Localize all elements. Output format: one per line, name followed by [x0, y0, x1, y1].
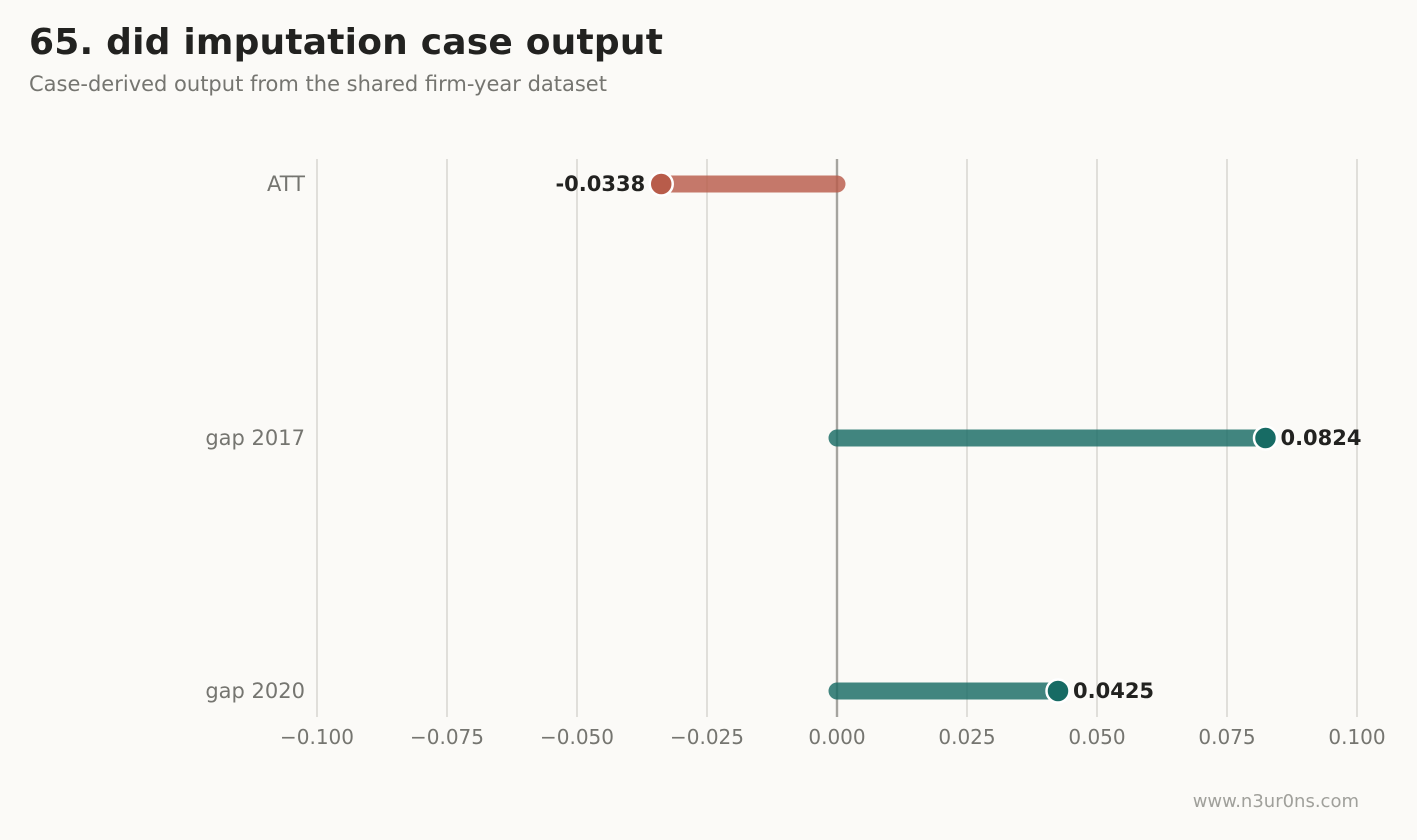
category-label: gap 2020 — [205, 679, 305, 703]
x-tick-label: 0.075 — [1198, 725, 1255, 749]
category-label: ATT — [267, 172, 305, 196]
value-label: 0.0425 — [1073, 679, 1154, 703]
bars — [648, 171, 1279, 704]
x-tick-label: −0.025 — [670, 725, 744, 749]
x-tick-label: 0.050 — [1068, 725, 1125, 749]
value-label: -0.0338 — [555, 172, 645, 196]
lollipop-dot — [648, 171, 674, 197]
lollipop-dot — [1045, 678, 1071, 704]
x-tick-label: 0.025 — [938, 725, 995, 749]
x-tick-label: −0.100 — [280, 725, 354, 749]
chart-title: 65. did imputation case output — [29, 22, 664, 63]
lollipop-dot — [1252, 425, 1279, 451]
x-tick-label: 0.100 — [1328, 725, 1385, 749]
value-label: 0.0824 — [1280, 426, 1361, 450]
chart-subtitle: Case-derived output from the shared firm… — [29, 72, 607, 96]
x-tick-label: −0.050 — [540, 725, 614, 749]
x-tick-label: −0.075 — [410, 725, 484, 749]
watermark: www.n3ur0ns.com — [1192, 791, 1359, 812]
labels: −0.100 −0.075 −0.050 −0.025 0.000 0.025 0.050 0… — [205, 172, 1385, 749]
category-label: gap 2017 — [205, 426, 305, 450]
x-tick-label: 0.000 — [808, 725, 865, 749]
